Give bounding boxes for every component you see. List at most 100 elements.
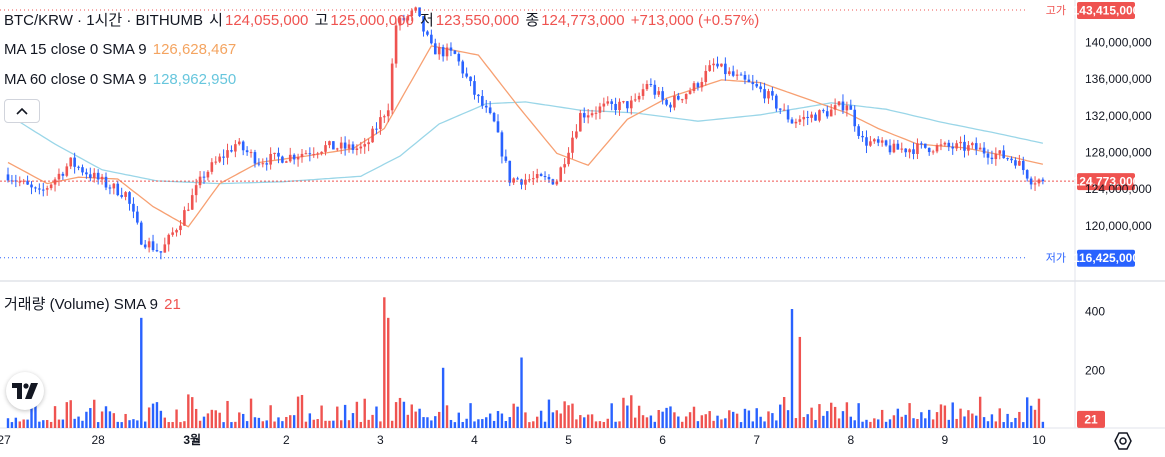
volume-bar (520, 357, 523, 428)
volume-bar (630, 395, 633, 428)
collapse-legend-button[interactable] (4, 99, 40, 123)
candle (943, 141, 947, 147)
volume-tag (1077, 410, 1105, 428)
candle (633, 93, 637, 102)
candle-body (449, 47, 453, 51)
candle-body (281, 156, 284, 163)
candle-body (786, 109, 790, 120)
ma15-legend[interactable]: MA 15 close 0 SMA 9 126,628,467 (4, 41, 238, 58)
volume-bar (73, 418, 76, 428)
candle (120, 187, 123, 199)
volume-bar (65, 402, 68, 428)
volume-bar (445, 405, 449, 428)
change-value: +713,000 (+0.57%) (630, 12, 760, 29)
tradingview-logo[interactable] (6, 372, 44, 410)
candle (1014, 157, 1017, 169)
candle-body (367, 142, 370, 145)
volume-bar (951, 402, 954, 428)
candle-body (590, 113, 594, 116)
candle-body (567, 152, 570, 165)
volume-bar (492, 420, 496, 428)
volume-bar (132, 419, 135, 428)
price-tick-label: 120,000,000 (1085, 219, 1152, 233)
candle-body (708, 65, 711, 71)
candle-body (398, 17, 402, 26)
candle-body (159, 251, 163, 253)
candle (692, 81, 696, 94)
volume-bar (438, 411, 441, 428)
candle-body (916, 143, 919, 154)
volume-bar (790, 309, 794, 428)
symbol-title[interactable]: BTC/KRW · 1시간 · BITHUMB (4, 12, 203, 29)
candle (351, 141, 355, 154)
candle-body (810, 114, 813, 118)
volume-bar (830, 402, 833, 428)
volume-legend[interactable]: 거래량 (Volume) SMA 9 21 (4, 293, 183, 314)
volume-bar (986, 421, 990, 428)
candle-body (759, 86, 762, 90)
candle (465, 67, 468, 79)
candle-body (410, 10, 414, 17)
candle-body (923, 143, 927, 148)
volume-bar (398, 397, 402, 428)
volume-bar (57, 419, 61, 428)
candle (81, 164, 84, 176)
candle (967, 140, 970, 156)
candle-body (1033, 183, 1037, 185)
candle (825, 105, 829, 119)
candle (320, 151, 323, 156)
candle (1025, 169, 1029, 182)
candle (963, 134, 966, 158)
candle-body (481, 96, 484, 106)
candle-body (551, 179, 555, 185)
volume-bar (539, 410, 543, 428)
candle-body (6, 174, 10, 181)
volume-bar (238, 412, 241, 428)
volume-bar (477, 419, 480, 428)
candle-body (65, 166, 69, 176)
candle (85, 168, 88, 179)
high-value: 125,000,000 (330, 12, 414, 29)
settings-button[interactable] (1110, 430, 1136, 452)
candle (218, 153, 221, 164)
candle (622, 100, 625, 104)
volume-bar (536, 416, 539, 428)
candle-body (971, 143, 974, 146)
candle-body (402, 17, 406, 21)
candle-body (332, 141, 335, 150)
volume-bar (818, 404, 821, 428)
volume-bar (124, 413, 127, 428)
candle-body (1041, 179, 1045, 182)
volume-bar (896, 408, 900, 428)
volume-bar (810, 407, 813, 428)
candle (912, 142, 915, 160)
candle-body (614, 103, 617, 111)
volume-bar (880, 409, 884, 428)
volume-bar (563, 401, 566, 428)
candle-body (363, 144, 367, 147)
candle (237, 138, 241, 146)
candle-body (257, 163, 261, 165)
volume-bar (837, 418, 841, 428)
candle (194, 178, 198, 203)
candle (406, 14, 410, 28)
candle (124, 191, 127, 201)
candle (575, 124, 578, 140)
candle-body (814, 114, 817, 121)
candle (92, 168, 96, 183)
volume-bar (904, 414, 907, 428)
candle (292, 153, 296, 165)
candle-body (38, 188, 41, 190)
ma60-legend[interactable]: MA 60 close 0 SMA 9 128,962,950 (4, 71, 238, 88)
candle (579, 109, 582, 132)
high-price-tag-text: 143,415,000 (1073, 3, 1140, 17)
candle-body (426, 31, 429, 35)
volume-bar (281, 421, 284, 428)
candle-body (477, 94, 480, 97)
candle (151, 234, 155, 252)
volume-bar (716, 415, 719, 428)
candle-body (661, 91, 664, 100)
candle (132, 197, 135, 219)
volume-bar (93, 399, 96, 428)
